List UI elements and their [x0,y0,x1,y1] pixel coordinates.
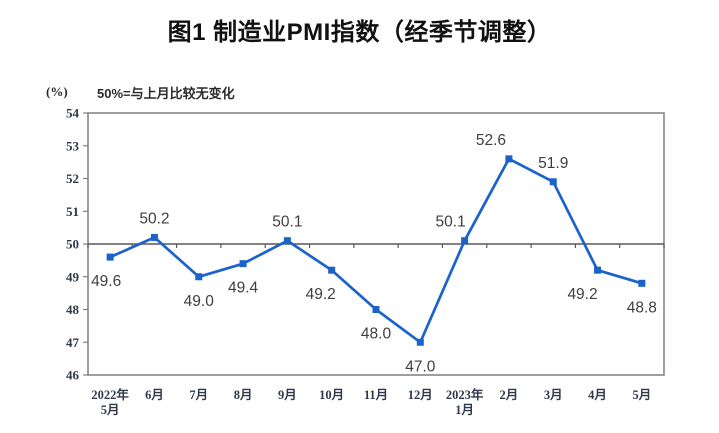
data-point-label: 51.9 [538,155,568,172]
x-axis-label: 8月 [234,388,253,402]
y-axis-tick-label: 52 [66,171,79,186]
y-axis-unit-label: (%) [46,84,68,99]
x-axis-label: 2月 [500,388,519,402]
data-point-label: 50.2 [139,210,169,227]
data-point-marker [505,155,513,163]
x-axis-label: 10月 [319,388,344,402]
reference-note: 50%=与上月比较无变化 [97,86,235,101]
x-axis-label: 7月 [189,388,208,402]
data-point-marker [594,266,602,274]
data-point-label: 48.0 [361,326,392,343]
data-point-label: 50.1 [272,214,302,231]
y-axis-tick-label: 48 [66,302,80,317]
x-axis-label: 5月 [632,388,651,402]
data-point-label: 48.8 [627,299,657,316]
y-axis-tick-label: 49 [66,269,80,284]
data-point-marker [416,338,424,346]
x-axis-label: 9月 [278,388,297,402]
pmi-line [108,157,644,344]
data-point-marker [372,306,380,313]
x-axis-label: 12月 [408,388,433,402]
x-axis-label: 2023年 1月 [446,387,484,417]
data-point-marker [283,237,291,245]
data-point-label: 50.1 [436,214,466,231]
x-axis-label: 11月 [364,388,388,402]
data-point-marker [195,273,203,281]
data-point-label: 49.0 [184,293,215,310]
data-point-label: 49.6 [91,273,121,290]
data-point-marker [461,237,469,245]
data-point-marker [239,260,247,268]
data-point-marker [549,178,557,186]
data-point-marker [638,279,646,287]
data-point-marker [328,266,336,274]
y-axis-tick-label: 47 [66,335,80,350]
y-axis-tick-label: 53 [66,138,80,153]
data-point-label: 47.0 [405,358,436,375]
data-point-label: 49.2 [567,286,597,303]
x-axis-label: 4月 [588,388,607,402]
x-axis-label: 2022年 5月 [91,387,129,417]
x-axis-label: 6月 [145,388,164,402]
y-axis-tick-label: 51 [66,204,79,219]
data-point-label: 49.2 [306,286,336,303]
data-point-label: 49.4 [228,280,259,297]
y-axis-tick-label: 54 [66,106,80,121]
data-point-label: 52.6 [476,132,506,149]
y-axis-tick-label: 50 [66,237,79,252]
x-axis-label: 3月 [544,388,563,402]
y-axis-tick-label: 46 [66,368,80,383]
data-point-marker [106,253,114,261]
chart-title: 图1 制造业PMI指数（经季节调整） [167,19,552,46]
data-point-marker [150,233,158,241]
